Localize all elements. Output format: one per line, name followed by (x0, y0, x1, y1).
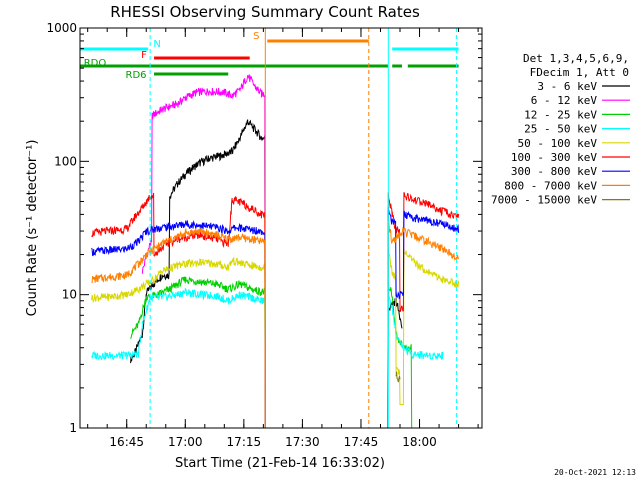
y-axis-label: Count Rate (s⁻¹ detector⁻¹) (25, 140, 40, 317)
legend-header: FDecim 1, Att 0 (530, 66, 629, 79)
y-tick-label: 1 (69, 421, 77, 435)
x-tick-label: 17:30 (285, 435, 320, 449)
interval-n-label: N (153, 39, 160, 50)
interval-s-label: S (253, 31, 259, 42)
legend: Det 1,3,4,5,6,9,FDecim 1, Att 03 - 6 keV… (491, 52, 630, 207)
y-tick-label: 100 (54, 154, 77, 168)
legend-label: 12 - 25 keV (524, 108, 597, 121)
footer-date: 20-Oct-2021 12:13 (554, 468, 636, 477)
x-tick-label: 18:00 (402, 435, 437, 449)
legend-label: 300 - 800 keV (511, 165, 597, 178)
plot-area (80, 28, 482, 428)
legend-label: 7000 - 15000 keV (491, 194, 597, 207)
axes-layer: 1 10 100 1000 16:45 17:00 17:15 17:30 17:45 18:00… (25, 21, 483, 449)
x-tick-label: 17:00 (168, 435, 203, 449)
x-tick-label: 17:15 (227, 435, 262, 449)
y-tick-label: 10 (62, 288, 77, 302)
legend-label: 25 - 50 keV (524, 123, 597, 136)
legend-label: 100 - 300 keV (511, 151, 597, 164)
interval-rdo-label: RDO (84, 58, 107, 69)
legend-label: 3 - 6 keV (537, 80, 597, 93)
chart-title: RHESSI Observing Summary Count Rates (110, 3, 420, 21)
legend-label: 6 - 12 keV (531, 94, 598, 107)
legend-label: 50 - 100 keV (518, 137, 598, 150)
x-tick-label: 17:45 (344, 435, 379, 449)
x-axis-label: Start Time (21-Feb-14 16:33:02) (175, 456, 385, 471)
legend-label: 800 - 7000 keV (504, 179, 597, 192)
plot-frame (79, 27, 483, 429)
y-tick-label: 1000 (46, 21, 77, 35)
legend-header: Det 1,3,4,5,6,9, (523, 52, 629, 65)
series-9 (395, 371, 401, 383)
interval-rd6-label: RD6 (126, 70, 147, 81)
x-tick-label: 16:45 (109, 435, 144, 449)
interval-f-label: F (141, 50, 147, 61)
series-2 (141, 74, 266, 429)
annotation-layer: N S F RDO RD6 (80, 28, 459, 428)
